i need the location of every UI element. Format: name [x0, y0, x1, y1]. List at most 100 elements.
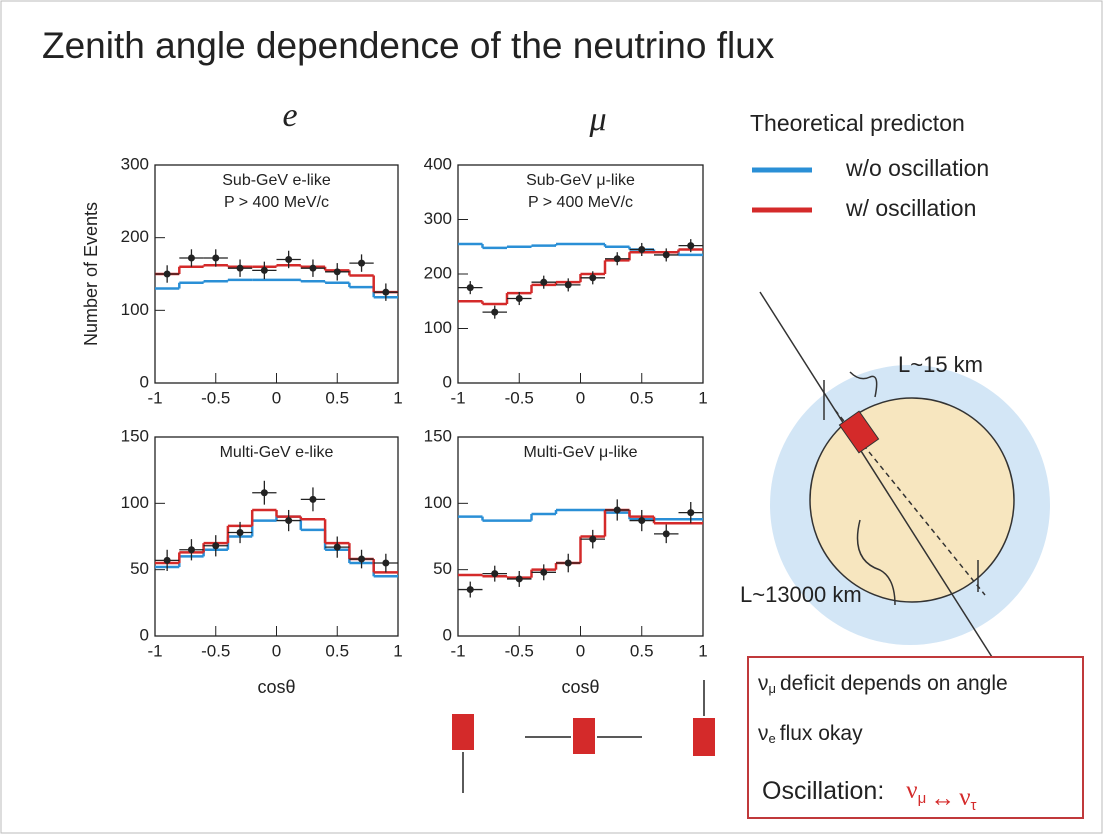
data-point: [164, 271, 171, 278]
x-axis-label: cosθ: [257, 677, 295, 697]
data-point: [382, 560, 389, 567]
x-tick-label: 1: [698, 641, 707, 660]
x-tick-label: -0.5: [505, 388, 534, 407]
x-axis-label: cosθ: [561, 677, 599, 697]
x-tick-label: 1: [698, 388, 707, 407]
data-point: [188, 255, 195, 262]
slide-title: Zenith angle dependence of the neutrino …: [42, 25, 775, 66]
x-tick-label: -0.5: [505, 641, 534, 660]
annotation: Multi-GeV e-like: [220, 444, 334, 461]
data-point: [237, 529, 244, 536]
detector-icon: [693, 718, 715, 756]
data-point: [663, 530, 670, 537]
column-label: μ: [588, 101, 606, 138]
data-point: [565, 560, 572, 567]
diagram-label: L~15 km: [898, 352, 983, 377]
data-point: [589, 274, 596, 281]
legend-title: Theoretical predicton: [750, 110, 965, 136]
x-tick-label: -1: [450, 641, 465, 660]
annotation: Sub-GeV e-like: [222, 172, 331, 189]
x-tick-label: 0.5: [630, 388, 654, 407]
data-point: [614, 255, 621, 262]
subscript: μ: [918, 790, 927, 807]
data-point: [164, 557, 171, 564]
data-point: [309, 265, 316, 272]
x-tick-label: 1: [393, 388, 402, 407]
box-text: deficit depends on angle: [780, 672, 1008, 695]
x-tick-label: 0.5: [325, 388, 349, 407]
y-tick-label: 100: [121, 300, 149, 319]
formula-arrow: ↔: [930, 784, 955, 812]
data-point: [212, 255, 219, 262]
y-tick-label: 100: [424, 493, 452, 512]
annotation: P > 400 MeV/c: [224, 194, 329, 211]
data-point: [516, 295, 523, 302]
data-point: [540, 569, 547, 576]
data-point: [663, 251, 670, 258]
legend-label: w/ oscillation: [845, 195, 976, 221]
data-point: [358, 260, 365, 267]
y-tick-label: 300: [424, 209, 452, 228]
diagram-label: L~13000 km: [740, 582, 862, 607]
data-point: [638, 246, 645, 253]
data-point: [285, 256, 292, 263]
annotation: P > 400 MeV/c: [528, 194, 633, 211]
data-point: [540, 279, 547, 286]
data-point: [687, 242, 694, 249]
data-point: [309, 496, 316, 503]
x-tick-label: -0.5: [201, 641, 230, 660]
y-tick-label: 150: [121, 426, 149, 445]
symbol: ν: [959, 784, 970, 811]
data-point: [261, 489, 268, 496]
data-point: [491, 570, 498, 577]
x-tick-label: 0: [272, 388, 281, 407]
data-point: [261, 267, 268, 274]
earth: [810, 398, 1014, 602]
detector-icon: [452, 714, 474, 750]
data-point: [237, 265, 244, 272]
x-tick-label: -1: [147, 641, 162, 660]
column-label: e: [282, 97, 297, 134]
data-point: [382, 289, 389, 296]
x-tick-label: 0: [272, 641, 281, 660]
y-axis-label: Number of Events: [81, 202, 101, 346]
box-text: flux okay: [780, 722, 863, 745]
subscript: μ: [769, 681, 777, 696]
data-point: [491, 309, 498, 316]
y-tick-label: 200: [424, 263, 452, 282]
y-tick-label: 150: [424, 426, 452, 445]
y-tick-label: 100: [424, 318, 452, 337]
data-point: [358, 556, 365, 563]
data-point: [687, 509, 694, 516]
x-tick-label: -0.5: [201, 388, 230, 407]
data-point: [334, 268, 341, 275]
slide: Zenith angle dependence of the neutrino …: [0, 0, 1105, 836]
data-point: [334, 544, 341, 551]
symbol: ν: [758, 672, 769, 695]
subscript: τ: [971, 797, 977, 814]
annotation: Multi-GeV μ-like: [523, 444, 637, 461]
data-point: [212, 542, 219, 549]
data-point: [188, 546, 195, 553]
y-tick-label: 100: [121, 493, 149, 512]
subscript: e: [769, 731, 776, 746]
x-tick-label: -1: [450, 388, 465, 407]
annotation: Sub-GeV μ-like: [526, 172, 635, 189]
x-tick-label: 0.5: [630, 641, 654, 660]
data-point: [467, 586, 474, 593]
y-tick-label: 300: [121, 154, 149, 173]
symbol: ν: [906, 777, 917, 804]
data-point: [516, 575, 523, 582]
legend-label: w/o oscillation: [845, 155, 989, 181]
x-tick-label: 0: [576, 641, 585, 660]
y-tick-label: 50: [130, 559, 149, 578]
x-tick-label: 0.5: [325, 641, 349, 660]
data-point: [589, 536, 596, 543]
symbol: ν: [758, 722, 769, 745]
data-point: [467, 284, 474, 291]
y-tick-label: 200: [121, 227, 149, 246]
x-tick-label: 0: [576, 388, 585, 407]
box-text: Oscillation:: [762, 777, 884, 805]
y-tick-label: 50: [433, 559, 452, 578]
